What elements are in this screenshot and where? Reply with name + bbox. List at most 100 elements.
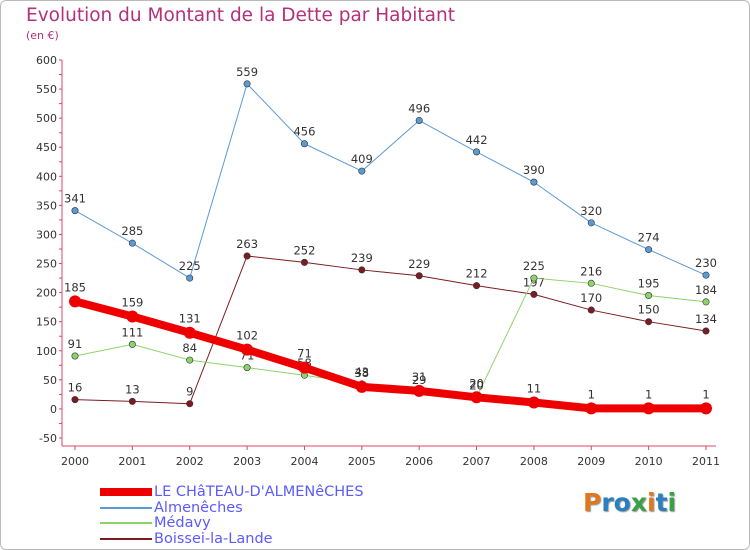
data-label: 84: [182, 341, 197, 355]
x-tick-label: 2001: [118, 455, 146, 468]
x-tick-label: 2006: [405, 455, 433, 468]
data-point: [473, 148, 481, 156]
data-point: [473, 282, 481, 290]
data-point: [415, 272, 423, 280]
data-label: 341: [64, 192, 86, 206]
data-label: 212: [466, 267, 488, 281]
data-label: 20: [469, 376, 484, 390]
data-point: [243, 252, 251, 260]
data-label: 111: [121, 325, 143, 339]
data-label: 170: [580, 291, 602, 305]
data-point: [241, 343, 254, 356]
y-tick-label: 400: [36, 170, 57, 183]
y-tick-label: -50: [39, 432, 57, 445]
legend-label: Boissei-la-Lande: [154, 530, 273, 547]
legend-swatch: [100, 506, 152, 509]
data-point: [126, 310, 139, 323]
data-point: [358, 167, 366, 175]
x-tick-label: 2008: [520, 455, 548, 468]
legend-label: Médavy: [154, 515, 211, 531]
data-label: 38: [354, 366, 369, 380]
data-label: 43: [354, 365, 369, 379]
data-label: 195: [638, 277, 660, 291]
data-label: 225: [523, 259, 545, 273]
data-label: 285: [121, 224, 143, 238]
legend-label: LE CHâTEAU-D'ALMENêCHES: [154, 484, 364, 500]
data-point: [358, 266, 366, 274]
x-tick-label: 2009: [577, 455, 605, 468]
data-point: [587, 306, 595, 314]
data-label: 559: [236, 65, 258, 79]
data-point: [128, 239, 136, 247]
data-label: 9: [186, 385, 193, 399]
data-label: 263: [236, 237, 258, 251]
series-line: [74, 83, 707, 279]
series-line: [74, 277, 707, 398]
data-point: [183, 326, 196, 339]
data-point: [642, 402, 655, 415]
data-label: 274: [638, 231, 660, 245]
x-tick-label: 2011: [692, 455, 720, 468]
data-point: [700, 402, 712, 415]
data-point: [69, 295, 81, 308]
data-label: 91: [68, 337, 83, 351]
y-tick-label: 100: [36, 345, 57, 358]
series-line: [74, 255, 707, 405]
data-label: 496: [408, 101, 430, 115]
data-label: 29: [412, 373, 427, 387]
data-label: 320: [580, 204, 602, 218]
legend-swatch: [100, 488, 152, 496]
data-point: [298, 361, 311, 374]
data-label: 1: [702, 387, 709, 401]
data-label: 409: [351, 152, 373, 166]
data-label: 1: [645, 387, 652, 401]
legend-swatch: [100, 537, 152, 540]
x-tick-label: 2000: [61, 455, 89, 468]
data-point: [300, 140, 308, 148]
data-label: 16: [68, 381, 83, 395]
data-point: [530, 178, 538, 186]
x-tick-label: 2007: [463, 455, 491, 468]
data-label: 134: [695, 312, 717, 326]
data-point: [702, 327, 710, 335]
data-label: 159: [121, 295, 143, 309]
data-label: 1: [588, 387, 595, 401]
data-point: [527, 396, 540, 409]
y-tick-label: 150: [36, 316, 57, 329]
data-label: 184: [695, 283, 717, 297]
x-tick-label: 2004: [290, 455, 318, 468]
data-point: [71, 396, 79, 404]
data-point: [587, 279, 595, 287]
y-tick-label: 500: [36, 112, 57, 125]
x-tick-label: 2003: [233, 455, 261, 468]
data-point: [645, 246, 653, 254]
data-label: 229: [408, 257, 430, 271]
data-label: 216: [580, 264, 602, 278]
legend-swatch: [100, 522, 152, 524]
data-label: 131: [179, 312, 201, 326]
data-label: 31: [412, 370, 427, 384]
chart-subtitle: (en €): [26, 29, 59, 42]
data-point: [470, 391, 483, 404]
data-point: [702, 271, 710, 279]
legend-label: Almenêches: [154, 499, 243, 516]
data-label: 71: [297, 347, 312, 361]
data-label: 185: [64, 280, 86, 294]
data-label: 230: [695, 256, 717, 270]
data-point: [415, 116, 423, 124]
data-label: 150: [638, 303, 660, 317]
data-point: [128, 340, 136, 348]
data-point: [243, 80, 251, 88]
x-tick-label: 2010: [635, 455, 663, 468]
data-point: [71, 352, 79, 360]
y-tick-label: 350: [36, 199, 57, 212]
data-point: [71, 207, 79, 215]
data-label: 11: [527, 382, 542, 396]
data-point: [243, 364, 251, 372]
data-label: 225: [179, 259, 201, 273]
y-tick-label: 450: [36, 141, 57, 154]
data-label: 13: [125, 382, 140, 396]
data-label: 390: [523, 163, 545, 177]
